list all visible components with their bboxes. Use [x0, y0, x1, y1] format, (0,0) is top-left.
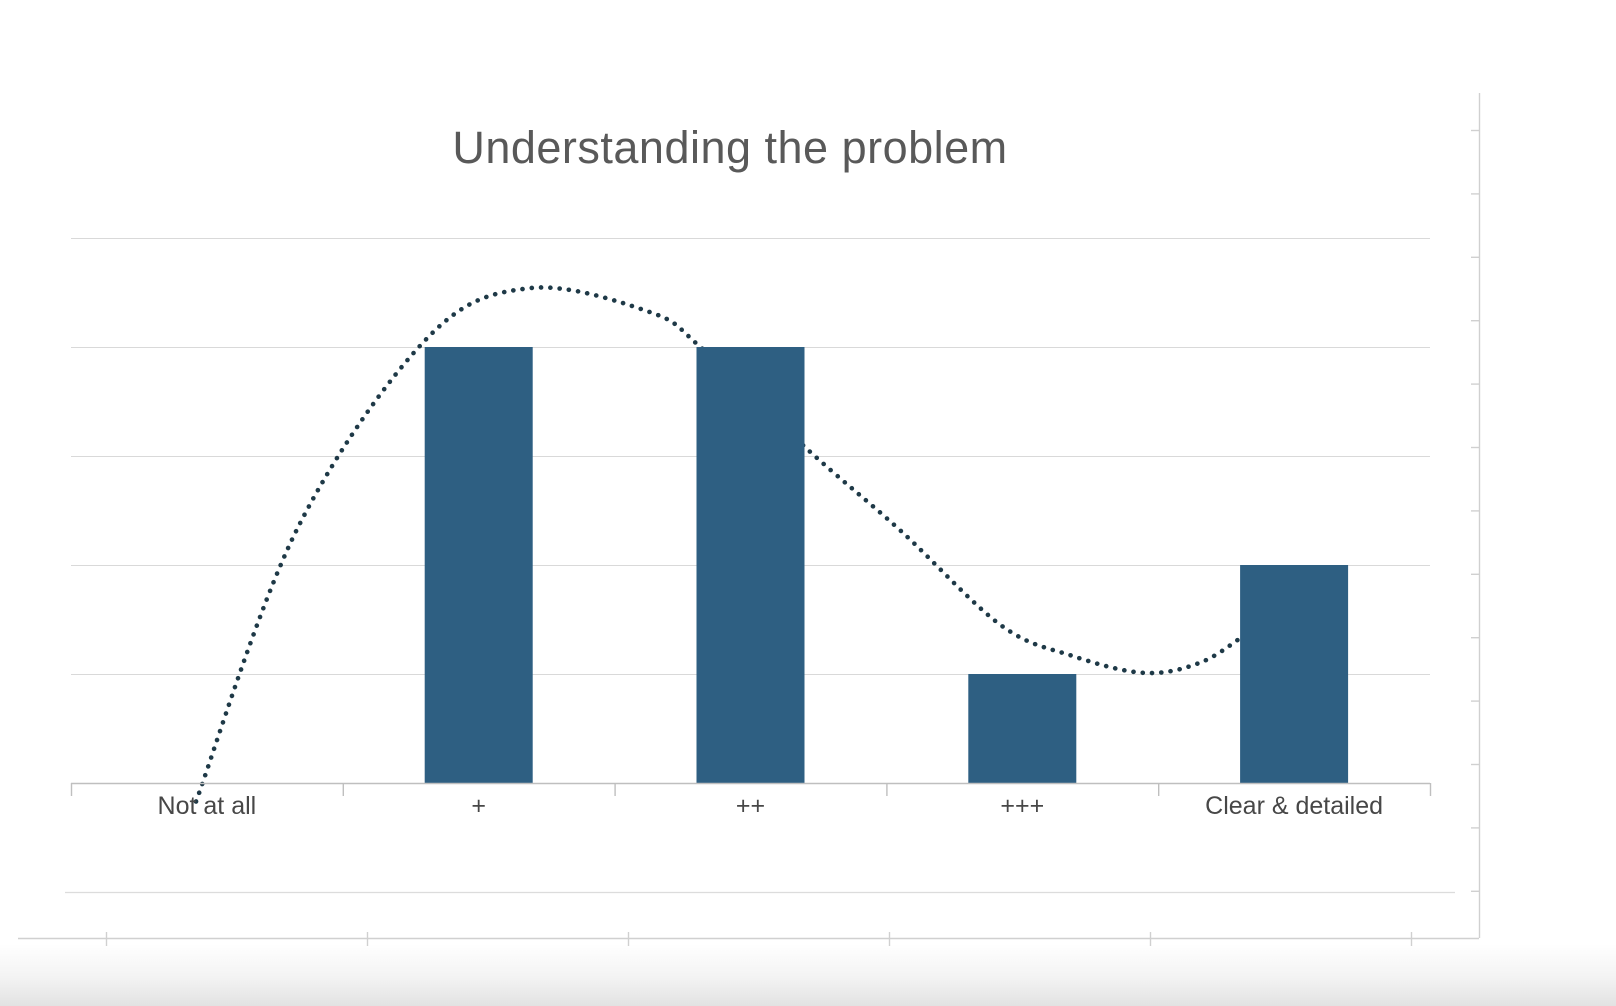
x-axis-label: +++ — [1000, 792, 1045, 820]
bar-4 — [968, 674, 1077, 783]
bar-2 — [424, 347, 533, 783]
chart-title: Understanding the problem — [452, 122, 1008, 173]
x-axis-label: + — [471, 792, 486, 820]
bar-3 — [696, 347, 805, 783]
x-axis-label: Clear & detailed — [1205, 792, 1384, 820]
bar-5 — [1240, 565, 1349, 783]
x-axis-label: Not at all — [157, 792, 257, 820]
bottom-shadow-band — [0, 944, 1616, 1006]
x-axis-label: ++ — [735, 792, 766, 820]
